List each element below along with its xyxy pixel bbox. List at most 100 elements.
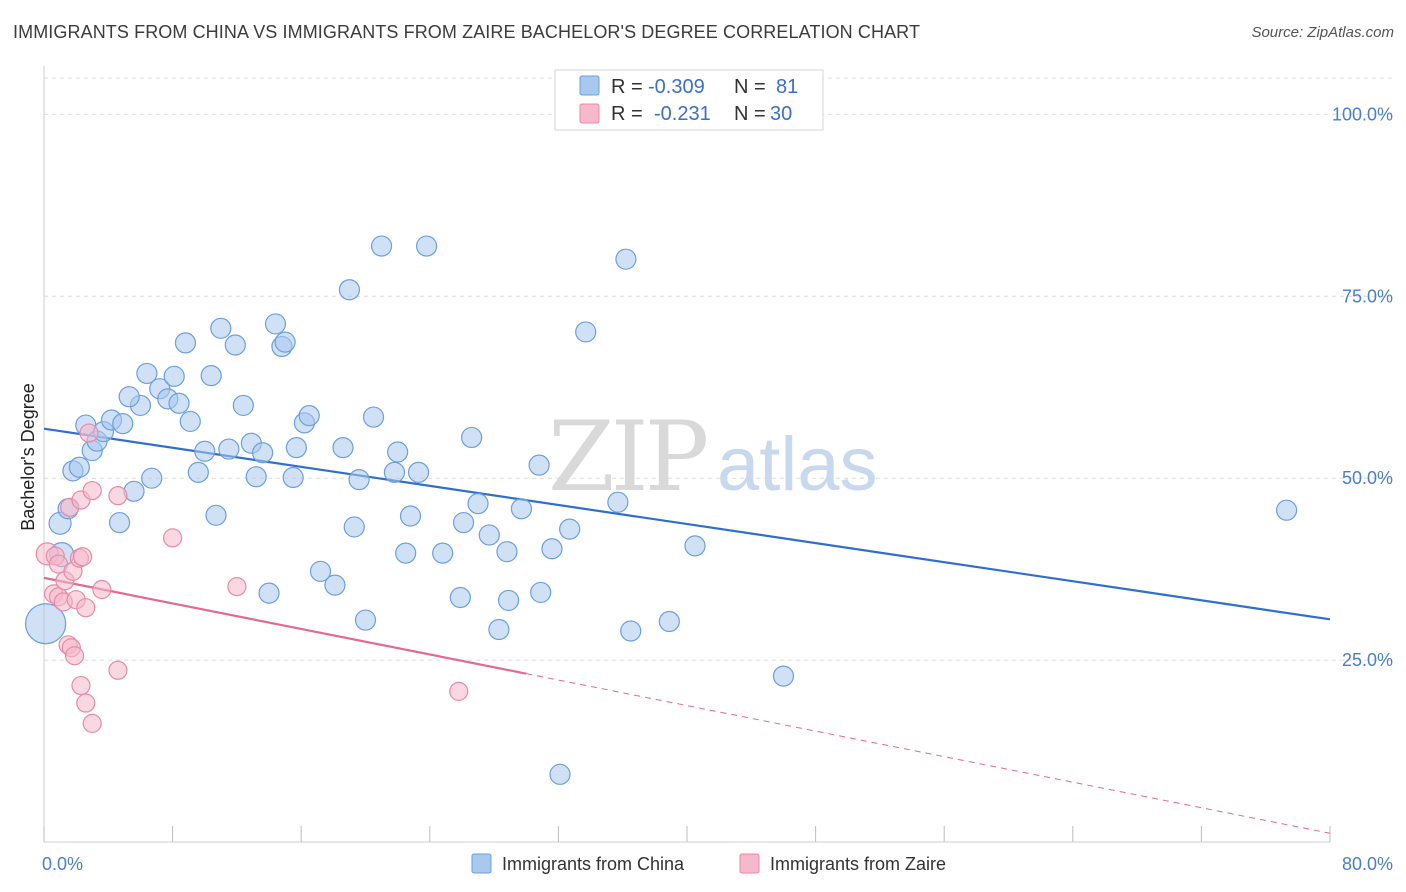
point-china: [407, 461, 430, 483]
point-china: [460, 426, 483, 449]
point-zaire: [163, 528, 183, 548]
point-china: [174, 332, 197, 354]
point-china: [383, 461, 406, 483]
point-china: [168, 392, 190, 414]
point-china: [348, 469, 370, 491]
point-china: [496, 541, 518, 563]
point-china: [575, 321, 597, 343]
point-zaire: [79, 423, 99, 443]
tick-labels: 25.0% 50.0% 75.0% 100.0% 0.0% 80.0%: [42, 104, 1393, 874]
point-china: [282, 466, 304, 489]
stats-r-value-china: -0.309: [648, 76, 705, 98]
trend-line-zaire: [43, 576, 527, 675]
point-china: [205, 504, 227, 526]
point-china: [449, 586, 471, 609]
legend-swatch-zaire: [739, 853, 760, 874]
watermark: ZIP atlas: [548, 401, 878, 513]
point-china: [338, 279, 361, 301]
legend-label-zaire: Immigrants from Zaire: [770, 854, 946, 874]
point-china: [530, 581, 552, 604]
stats-swatch-zaire: [579, 103, 600, 124]
bottom-legend: Immigrants from China Immigrants from Za…: [471, 853, 946, 874]
point-china: [187, 461, 209, 483]
point-china: [274, 331, 296, 353]
point-china: [258, 582, 280, 604]
stats-legend-box: R = -0.309 N = 81 R = -0.231 N = 30: [554, 69, 824, 131]
point-zaire: [449, 681, 469, 701]
x-tick-label: 0.0%: [42, 854, 83, 874]
point-china: [387, 441, 409, 463]
legend-swatch-china: [471, 853, 492, 874]
point-china: [772, 665, 795, 687]
point-china: [252, 442, 274, 464]
point-china: [194, 440, 216, 462]
point-china: [658, 610, 680, 633]
stats-r-label-china: R =: [611, 76, 643, 98]
point-china: [452, 511, 475, 534]
point-china: [615, 248, 637, 270]
point-china: [324, 574, 346, 596]
point-china: [285, 437, 307, 459]
point-china: [559, 518, 581, 540]
point-china: [549, 763, 571, 785]
source-credit: Source: ZipAtlas.com: [1251, 24, 1394, 41]
point-china: [332, 437, 354, 459]
x-tick-label: 80.0%: [1342, 854, 1393, 874]
y-tick-label: 25.0%: [1342, 650, 1393, 670]
point-china: [467, 493, 489, 515]
point-china: [432, 542, 454, 564]
series-zaire-points: [35, 423, 469, 733]
point-china: [136, 362, 158, 385]
stats-n-label-china: N =: [734, 76, 766, 98]
point-china: [488, 618, 510, 641]
chart-title: IMMIGRANTS FROM CHINA VS IMMIGRANTS FROM…: [13, 22, 921, 42]
point-china: [298, 405, 320, 427]
point-china: [309, 560, 332, 582]
y-tick-label: 50.0%: [1342, 468, 1393, 488]
point-china: [179, 410, 201, 433]
point-china: [415, 235, 438, 257]
point-china: [399, 505, 422, 527]
y-tick-label: 75.0%: [1342, 286, 1393, 306]
point-china: [607, 491, 629, 513]
point-china: [141, 467, 163, 489]
point-zaire: [64, 646, 85, 666]
series-china-points: [25, 235, 1298, 785]
point-china: [620, 620, 642, 642]
point-zaire: [82, 480, 102, 501]
point-zaire: [76, 598, 96, 618]
point-zaire: [72, 547, 93, 567]
point-china: [68, 456, 90, 478]
point-china: [224, 334, 246, 356]
stats-n-label-zaire: N =: [734, 103, 766, 125]
y-tick-label: 100.0%: [1332, 104, 1393, 124]
point-china: [541, 538, 563, 560]
point-zaire: [76, 693, 96, 713]
point-china: [210, 317, 232, 339]
stats-swatch-china: [579, 75, 600, 96]
gridlines: [44, 77, 1392, 661]
point-china: [354, 609, 377, 631]
stats-n-value-zaire: 30: [770, 103, 792, 125]
point-zaire: [92, 579, 112, 600]
point-china: [1275, 499, 1298, 521]
point-china: [232, 394, 254, 417]
point-china: [218, 438, 240, 460]
point-china: [370, 235, 393, 257]
axes: [43, 66, 1331, 843]
point-zaire: [227, 577, 247, 597]
point-china: [112, 413, 134, 435]
point-china: [108, 511, 131, 534]
point-china: [245, 466, 267, 488]
point-china: [25, 603, 67, 645]
point-china: [264, 313, 287, 335]
legend-label-china: Immigrants from China: [502, 854, 685, 874]
point-zaire: [71, 675, 91, 696]
point-zaire: [108, 486, 128, 506]
point-china: [497, 589, 520, 612]
stats-r-value-zaire: -0.231: [654, 103, 711, 125]
point-china: [510, 498, 533, 520]
point-zaire: [82, 713, 102, 733]
point-zaire: [108, 660, 128, 680]
